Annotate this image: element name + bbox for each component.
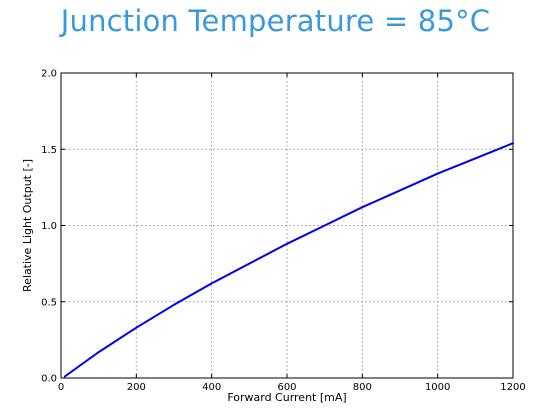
grid (61, 73, 513, 378)
y-tick-label: 2.0 (41, 69, 57, 80)
y-tick-label: 0.0 (41, 374, 57, 385)
y-tick-label: 1.5 (41, 145, 57, 156)
y-axis-label: Relative Light Output [-] (21, 159, 34, 292)
series-line (63, 142, 514, 378)
y-tick-label: 1.0 (41, 221, 57, 232)
x-tick-label: 0 (58, 382, 64, 393)
x-tick-label: 400 (202, 382, 221, 393)
y-tick-label: 0.5 (41, 297, 57, 308)
x-axis-label: Forward Current [mA] (227, 391, 346, 404)
x-tick-label: 800 (353, 382, 372, 393)
x-tick-label: 1000 (425, 382, 450, 393)
ticks: 0 200 400 600 800 1000 1200 0.0 0.5 1.0 1.5 2.0 (41, 69, 526, 394)
x-tick-label: 1200 (500, 382, 525, 393)
series-layer (63, 142, 514, 378)
x-tick-label: 600 (277, 382, 296, 393)
x-tick-label: 200 (127, 382, 146, 393)
page-title: Junction Temperature = 85°C (60, 4, 491, 38)
